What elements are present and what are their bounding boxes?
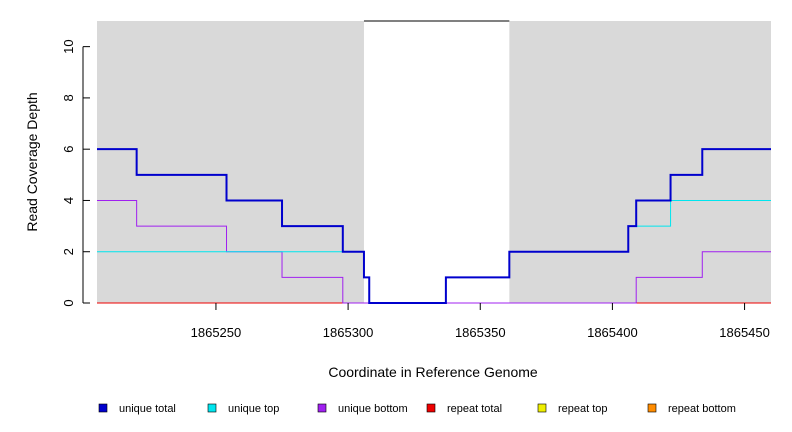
- plot-background: [97, 21, 771, 303]
- y-tick-label: 2: [61, 248, 76, 255]
- legend-label: unique total: [119, 403, 176, 415]
- legend-label: repeat total: [447, 403, 502, 415]
- legend-label: repeat bottom: [668, 403, 736, 415]
- legend-swatch: [317, 403, 327, 413]
- shaded-region-1: [509, 21, 771, 303]
- x-tick-label: 1865400: [587, 325, 638, 340]
- y-tick-label: 6: [61, 146, 76, 153]
- series-layer: [97, 148, 771, 304]
- legend-swatch: [98, 403, 108, 413]
- legend-label: repeat top: [558, 403, 608, 415]
- series-unique-total: [97, 148, 771, 304]
- legend-item: repeat bottom: [647, 403, 736, 415]
- legend-swatch: [647, 403, 657, 413]
- legend-swatch: [207, 403, 217, 413]
- legend-item: repeat top: [537, 403, 608, 415]
- legend-item: unique top: [207, 403, 279, 415]
- legend-item: unique total: [98, 403, 176, 415]
- series-unique-bottom: [97, 199, 771, 304]
- x-tick-label: 1865250: [191, 325, 242, 340]
- axes: [82, 46, 84, 303]
- shaded-region-0: [97, 21, 364, 303]
- y-axis-title: Read Coverage Depth: [24, 92, 40, 231]
- legend-item: repeat total: [426, 403, 502, 415]
- x-tick-label: 1865350: [455, 325, 506, 340]
- y-tick-label: 4: [61, 197, 76, 204]
- x-axis-ticks: 1865250 1865300 1865350 1865400 1865450: [191, 303, 770, 340]
- x-tick-label: 1865450: [719, 325, 770, 340]
- y-tick-label: 10: [61, 39, 76, 53]
- y-tick-label: 8: [61, 94, 76, 101]
- x-axis-title: Coordinate in Reference Genome: [328, 364, 538, 380]
- x-tick-label: 1865300: [323, 325, 374, 340]
- y-tick-label: 0: [61, 299, 76, 306]
- legend-item: unique bottom: [317, 403, 408, 415]
- legend-label: unique top: [228, 403, 279, 415]
- legend-label: unique bottom: [338, 403, 408, 415]
- legend-swatch: [537, 403, 547, 413]
- legend: unique total unique top unique bottom repea…: [98, 403, 736, 415]
- legend-swatch: [426, 403, 436, 413]
- y-axis-ticks: 0 2 4 6 8 10: [61, 39, 90, 307]
